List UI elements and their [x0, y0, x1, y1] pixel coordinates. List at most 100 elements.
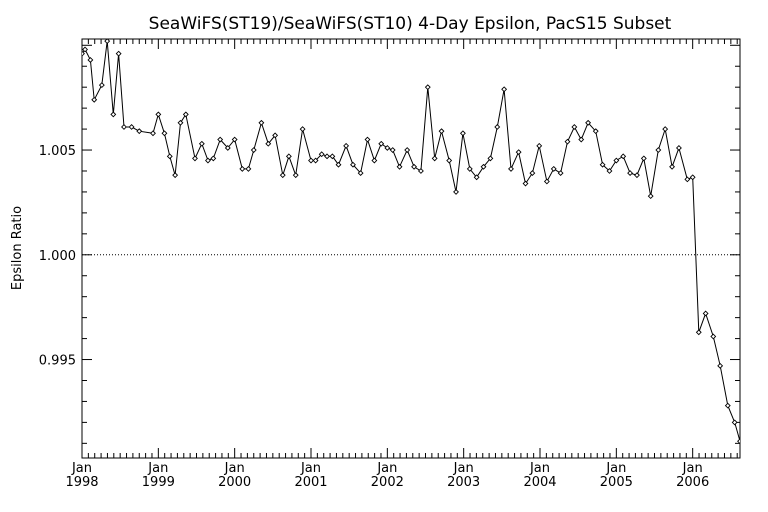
data-point-marker	[522, 180, 529, 187]
data-point-marker	[459, 130, 466, 137]
data-point-marker	[87, 57, 94, 63]
data-point-marker	[578, 136, 585, 143]
data-point-marker	[279, 172, 286, 179]
data-point-marker	[177, 119, 184, 126]
data-point-marker	[312, 157, 319, 164]
data-point-marker	[384, 145, 391, 151]
data-point-marker	[640, 155, 647, 162]
data-point-marker	[224, 145, 231, 151]
data-point-marker	[299, 126, 306, 133]
data-point-marker	[389, 147, 396, 153]
x-tick-year-label: 2001	[294, 475, 327, 490]
data-point-marker	[364, 136, 371, 143]
data-point-marker	[308, 157, 314, 164]
data-point-marker	[550, 165, 557, 172]
x-tick-year-label: 2003	[447, 475, 480, 490]
data-point-marker	[250, 147, 257, 153]
x-tick-year-label: 1998	[65, 475, 98, 490]
data-point-marker	[446, 157, 453, 164]
data-point-marker	[536, 142, 543, 149]
data-point-marker	[543, 178, 550, 185]
data-point-marker	[155, 111, 162, 118]
y-tick-label: 0.995	[39, 354, 76, 369]
data-point-marker	[128, 124, 135, 130]
data-point-marker	[217, 136, 224, 143]
data-point-marker	[115, 50, 122, 57]
data-point-marker	[487, 155, 494, 162]
x-tick-month-label: Jan	[682, 461, 703, 476]
data-point-marker	[335, 161, 342, 168]
x-tick-month-label: Jan	[376, 461, 397, 476]
data-point-marker	[655, 147, 662, 153]
data-point-marker	[318, 151, 325, 158]
y-tick-label: 1.000	[39, 249, 76, 264]
x-tick-year-label: 2004	[523, 475, 556, 490]
data-point-marker	[104, 39, 111, 45]
data-point-marker	[198, 140, 205, 147]
data-point-marker	[424, 84, 431, 91]
data-point-marker	[473, 174, 480, 181]
data-point-marker	[231, 136, 238, 143]
data-point-marker	[192, 155, 198, 162]
data-point-marker	[599, 161, 606, 168]
data-point-marker	[710, 333, 717, 340]
x-tick-month-label: Jan	[224, 461, 245, 476]
data-point-marker	[508, 165, 514, 172]
data-point-marker	[205, 157, 211, 164]
data-point-marker	[258, 119, 265, 126]
data-point-marker	[466, 165, 473, 172]
data-point-marker	[592, 128, 599, 135]
x-tick-month-label: Jan	[71, 461, 92, 476]
data-point-marker	[684, 176, 691, 183]
x-tick-year-label: 2002	[371, 475, 404, 490]
data-point-marker	[689, 174, 696, 181]
y-axis-label: Epsilon Ratio	[10, 206, 25, 290]
x-tick-month-label: Jan	[529, 461, 550, 476]
data-point-marker	[371, 157, 378, 164]
data-point-marker	[480, 163, 487, 170]
data-point-marker	[515, 149, 522, 156]
data-point-marker	[210, 155, 217, 162]
data-point-marker	[166, 153, 173, 160]
data-point-marker	[404, 147, 411, 153]
data-point-marker	[647, 193, 654, 200]
data-point-marker	[557, 170, 564, 177]
data-point-marker	[613, 157, 620, 164]
data-point-marker	[571, 124, 578, 130]
data-point-marker	[324, 153, 330, 160]
x-tick-month-label: Jan	[605, 461, 626, 476]
data-point-marker	[239, 165, 246, 172]
data-point-marker	[662, 126, 669, 133]
data-point-marker	[121, 124, 127, 130]
y-tick-label: 1.005	[39, 144, 76, 159]
data-point-marker	[438, 128, 445, 135]
x-axis-ticks: Jan1998Jan1999Jan2000Jan2001Jan2002Jan20…	[65, 39, 738, 490]
data-point-marker	[378, 140, 385, 147]
data-point-marker	[702, 310, 709, 317]
data-point-marker	[431, 155, 438, 162]
plot-area	[82, 39, 740, 445]
data-point-marker	[717, 362, 724, 369]
data-point-marker	[494, 124, 501, 130]
data-point-marker	[272, 132, 279, 139]
data-point-marker	[343, 142, 350, 149]
data-point-marker	[529, 170, 536, 177]
data-point-marker	[585, 119, 592, 126]
data-point-marker	[501, 86, 508, 93]
data-point-marker	[182, 111, 189, 118]
data-point-marker	[350, 161, 356, 168]
data-point-marker	[627, 170, 634, 177]
data-point-marker	[292, 172, 299, 179]
data-point-marker	[737, 438, 740, 445]
data-point-marker	[172, 172, 179, 179]
x-tick-month-label: Jan	[453, 461, 474, 476]
data-point-marker	[91, 96, 98, 103]
data-point-marker	[606, 168, 613, 174]
data-point-marker	[82, 46, 88, 53]
data-point-marker	[161, 130, 168, 137]
x-tick-year-label: 2000	[218, 475, 251, 490]
series-markers	[82, 39, 740, 445]
data-point-marker	[285, 153, 292, 160]
y-axis-ticks: 0.995 1.000 1.005	[39, 44, 740, 444]
